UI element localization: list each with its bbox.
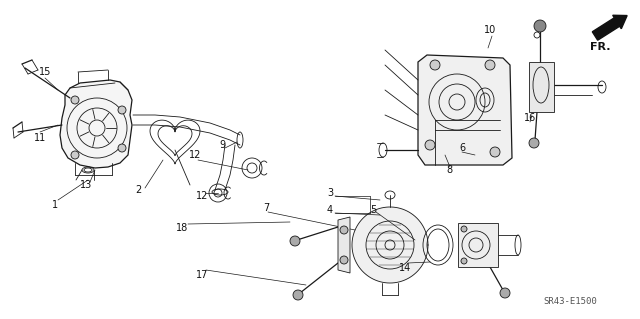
Circle shape (490, 147, 500, 157)
Circle shape (290, 236, 300, 246)
Circle shape (485, 60, 495, 70)
Circle shape (71, 151, 79, 159)
Polygon shape (352, 207, 428, 283)
Text: 11: 11 (34, 133, 46, 143)
Circle shape (430, 60, 440, 70)
Circle shape (293, 290, 303, 300)
Circle shape (461, 258, 467, 264)
Circle shape (534, 20, 546, 32)
Circle shape (529, 138, 539, 148)
Circle shape (425, 140, 435, 150)
Text: 8: 8 (446, 165, 452, 175)
Circle shape (340, 256, 348, 264)
Text: 15: 15 (39, 67, 51, 77)
Text: 13: 13 (80, 180, 92, 190)
Circle shape (500, 288, 510, 298)
Text: SR43-E1500: SR43-E1500 (543, 298, 597, 307)
Circle shape (118, 144, 126, 152)
Circle shape (71, 96, 79, 104)
Text: 14: 14 (399, 263, 411, 273)
Circle shape (340, 226, 348, 234)
Text: 7: 7 (263, 203, 269, 213)
Circle shape (461, 226, 467, 232)
Circle shape (118, 106, 126, 114)
Polygon shape (60, 80, 132, 168)
FancyArrow shape (592, 15, 627, 40)
Text: 18: 18 (176, 223, 188, 233)
Text: 2: 2 (135, 185, 141, 195)
Text: 5: 5 (370, 205, 376, 215)
Text: 4: 4 (327, 205, 333, 215)
Polygon shape (338, 217, 350, 273)
Text: 17: 17 (196, 270, 208, 280)
Text: 1: 1 (52, 200, 58, 210)
Text: FR.: FR. (590, 42, 611, 52)
Polygon shape (418, 55, 512, 165)
Text: 10: 10 (484, 25, 496, 35)
Polygon shape (458, 223, 498, 267)
Text: 12: 12 (189, 150, 201, 160)
Text: 16: 16 (524, 113, 536, 123)
Text: 6: 6 (459, 143, 465, 153)
Text: 3: 3 (327, 188, 333, 198)
Text: 9: 9 (219, 140, 225, 150)
Text: 12: 12 (196, 191, 208, 201)
Polygon shape (529, 62, 554, 112)
